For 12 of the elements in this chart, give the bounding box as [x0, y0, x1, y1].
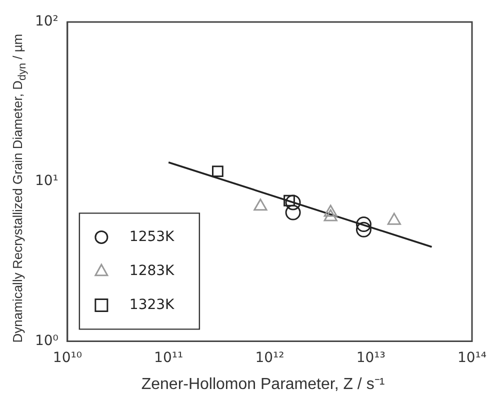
y-tick-label: 10⁰ — [34, 332, 59, 349]
legend-label: 1283K — [129, 262, 176, 279]
x-tick-label: 10¹¹ — [154, 350, 184, 366]
x-axis-title: Zener-Hollomon Parameter, Z / s⁻¹ — [140, 375, 386, 394]
legend-label: 1323K — [129, 296, 176, 313]
x-tick-label: 10¹⁴ — [457, 350, 487, 366]
x-tick-label: 10¹² — [255, 350, 284, 366]
x-tick-label: 10¹³ — [356, 350, 386, 366]
legend-label: 1253K — [129, 228, 176, 245]
x-tick-label: 10¹⁰ — [52, 350, 82, 366]
y-tick-label: 10¹ — [34, 173, 58, 190]
y-tick-label: 10² — [34, 14, 58, 30]
